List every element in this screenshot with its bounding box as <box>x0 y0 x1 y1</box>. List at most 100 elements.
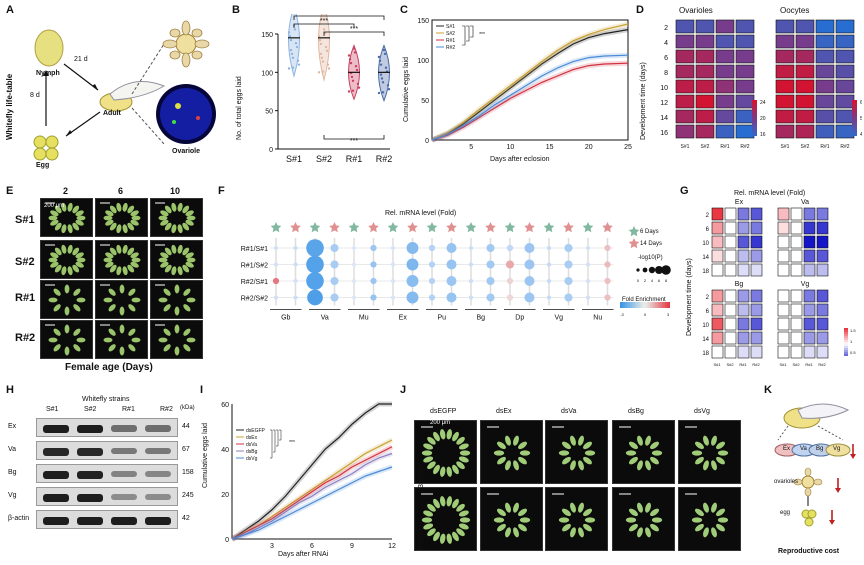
b-point <box>353 51 357 54</box>
g-ex-cell <box>724 207 737 221</box>
blot-kda-label: 42 <box>182 515 190 522</box>
egg-label: Egg <box>36 162 50 169</box>
d-oocyte-cell <box>775 109 795 124</box>
i-sig-bracket <box>270 429 273 459</box>
f-star-marker <box>407 222 418 233</box>
b-point <box>378 59 382 63</box>
g-bg-cell <box>737 317 750 331</box>
b-sig-bracket <box>293 23 355 28</box>
g-bg-cell <box>711 345 724 359</box>
f-star-marker <box>602 222 613 233</box>
g-vg-cell <box>816 345 829 359</box>
f-star-marker <box>270 222 282 233</box>
blot-lane-strip <box>36 464 178 483</box>
d-col-label: S#2 <box>801 144 810 150</box>
b-category-label: S#2 <box>316 154 332 164</box>
b-point <box>386 84 390 87</box>
blot-band <box>77 494 103 502</box>
b-sig-label: *** <box>350 26 358 33</box>
c-sig-bracket <box>462 25 466 46</box>
g-col-label: R#2 <box>752 362 760 367</box>
g-va-cell <box>790 207 803 221</box>
b-violin <box>318 14 330 82</box>
f-bubble <box>307 289 323 306</box>
treatment-label: dsBg <box>628 408 644 415</box>
f-bubble <box>428 244 436 252</box>
b-point <box>347 54 351 57</box>
blot-band <box>111 448 137 455</box>
c-ytick-label: 50 <box>421 98 429 105</box>
legend-6-days: 6 Days <box>640 229 659 235</box>
f-bubble <box>330 243 339 253</box>
b-point <box>347 90 351 93</box>
g-va-cell <box>816 207 829 221</box>
f-size-legend-dot <box>642 267 648 273</box>
c-sig-bracket <box>466 25 470 42</box>
d-oocyte-cell <box>835 79 855 94</box>
f-star-marker <box>290 222 301 233</box>
blot-band <box>111 471 137 478</box>
f-gene-label: Dp <box>515 315 524 322</box>
d-colorbar-segment <box>752 130 757 133</box>
i-sig-bracket <box>279 429 282 441</box>
g-va-cell <box>803 263 816 277</box>
g-bg-cell <box>724 289 737 303</box>
d-ovariole-cell <box>695 64 715 79</box>
f-gene-label: Gb <box>281 315 290 322</box>
d-ovariole-cell <box>715 124 735 139</box>
g-va-cell <box>816 263 829 277</box>
d-colorbar-segment <box>752 127 757 130</box>
d-ovariole-cell <box>735 124 755 139</box>
f-gene-label: Bg <box>476 315 485 322</box>
f-fold-colorbar-segment <box>655 302 658 308</box>
f-fold-colorbar-segment <box>665 302 668 308</box>
k-ovarioles: ovarioles <box>774 479 799 485</box>
d-colorbar-segment <box>752 133 757 136</box>
g-bg-cell <box>724 303 737 317</box>
g-bg-cell <box>711 289 724 303</box>
b-sig-bracket <box>323 31 385 36</box>
d-row-label: 10 <box>660 85 668 92</box>
f-bubble <box>370 261 377 268</box>
cumulative-eggs-line-chart: 0 50 100 150 5 10 15 20 25 S#1S#2R#1R#2 *** <box>417 18 632 151</box>
panel-f-label: F <box>218 185 225 197</box>
g-va-cell <box>777 249 790 263</box>
d-colorbar-segment <box>852 103 857 106</box>
f-bubble <box>468 262 474 267</box>
f-star-marker <box>329 222 340 233</box>
i-series-line <box>231 466 393 540</box>
model-diagram <box>774 403 856 527</box>
panel-g-label: G <box>680 185 689 197</box>
d-oocyte-cell <box>835 109 855 124</box>
g-bg-cell <box>737 289 750 303</box>
f-row-label: R#2/S#2 <box>241 296 268 303</box>
f-size-legend-tick: 4 <box>651 278 654 283</box>
age-2: 2 <box>63 186 69 196</box>
strain-row-r1: R#1 <box>15 292 36 304</box>
f-star-marker <box>426 222 438 233</box>
d-ovariole-cell <box>715 109 735 124</box>
d-oocyte-cell <box>815 109 835 124</box>
b-point <box>381 81 385 84</box>
g-vg-cell <box>790 345 803 359</box>
blot-lane-strip <box>36 441 178 460</box>
d-col-label: R#2 <box>740 144 749 150</box>
d-ovariole-cell <box>715 79 735 94</box>
panel-b-label: B <box>232 4 240 16</box>
f-star-marker <box>582 222 594 233</box>
g-va-cell <box>816 221 829 235</box>
c-sig-bracket <box>470 25 474 38</box>
d-colorbar-segment <box>852 127 857 130</box>
panel-c-xlabel: Days after eclosion <box>490 156 550 163</box>
g-colorbar-segment <box>844 328 848 330</box>
f-legend-star-14 <box>628 238 640 249</box>
f-bubble <box>546 295 552 300</box>
d-ovariole-cell <box>735 19 755 34</box>
f-bubble <box>351 278 357 284</box>
egg-image <box>150 320 203 359</box>
f-bubble <box>546 278 552 284</box>
f-bubble <box>293 278 298 284</box>
b-point <box>380 77 384 80</box>
d-ovariole-cell <box>695 34 715 49</box>
g-va-cell <box>803 207 816 221</box>
